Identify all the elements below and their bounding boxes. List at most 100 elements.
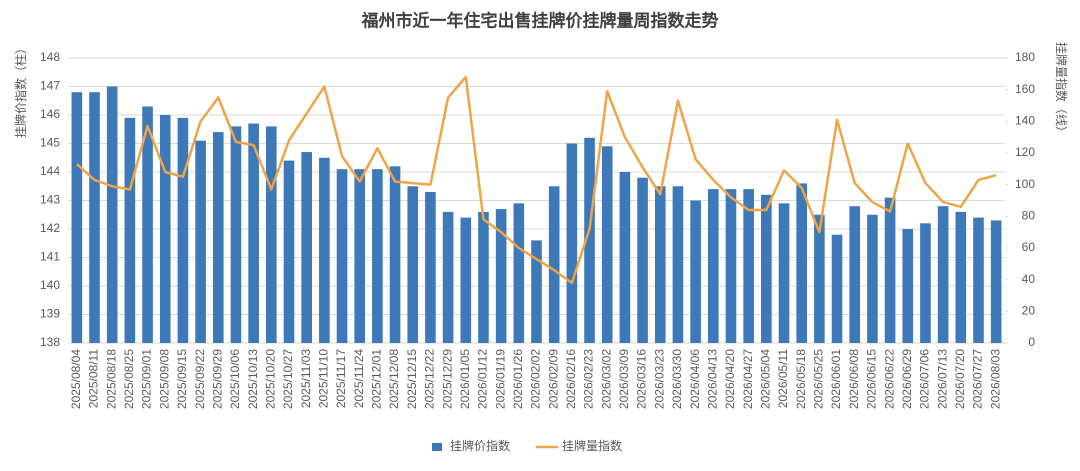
bar bbox=[990, 220, 1002, 343]
x-tick-label: 2025/09/08 bbox=[157, 349, 171, 409]
x-tick-label: 2025/12/29 bbox=[440, 349, 454, 409]
bar bbox=[354, 169, 366, 343]
y-tick-label: 148 bbox=[40, 50, 60, 64]
bar bbox=[867, 214, 878, 343]
bar bbox=[283, 160, 295, 343]
x-tick-label: 2025/11/10 bbox=[317, 349, 331, 408]
x-tick-label: 2026/06/08 bbox=[847, 349, 861, 409]
x-tick-label: 2026/06/29 bbox=[900, 349, 914, 409]
bar bbox=[478, 211, 489, 343]
x-tick-label: 2026/05/04 bbox=[759, 349, 773, 409]
x-tick-label: 2026/07/13 bbox=[935, 349, 949, 409]
x-tick-label: 2026/01/12 bbox=[476, 349, 490, 409]
x-tick-label: 2026/05/25 bbox=[812, 349, 826, 409]
bar bbox=[955, 211, 967, 343]
bar bbox=[814, 214, 825, 343]
x-tick-label: 2026/02/09 bbox=[546, 349, 560, 409]
y2-tick-label: 60 bbox=[1022, 240, 1036, 254]
x-tick-label: 2026/06/22 bbox=[882, 349, 896, 409]
chart-title: 福州市近一年住宅出售挂牌价挂牌量周指数走势 bbox=[361, 10, 719, 30]
bar bbox=[230, 126, 242, 344]
bar bbox=[778, 203, 790, 343]
x-tick-label: 2026/08/03 bbox=[988, 349, 1002, 409]
bar bbox=[884, 197, 896, 343]
y2-tick-label: 120 bbox=[1015, 145, 1035, 159]
x-tick-label: 2026/03/16 bbox=[635, 349, 649, 409]
y2-tick-label: 0 bbox=[1028, 335, 1035, 349]
y2-tick-label: 100 bbox=[1015, 177, 1035, 191]
bar bbox=[212, 132, 224, 343]
y2-tick-label: 180 bbox=[1015, 50, 1035, 64]
y-tick-label: 147 bbox=[40, 79, 60, 93]
bar bbox=[71, 92, 83, 343]
x-tick-label: 2026/03/30 bbox=[670, 349, 684, 409]
bar bbox=[177, 117, 189, 343]
y-tick-label: 142 bbox=[40, 221, 60, 235]
x-tick-label: 2025/12/08 bbox=[387, 349, 401, 409]
legend-swatch bbox=[432, 443, 442, 451]
y-tick-label: 144 bbox=[40, 164, 60, 178]
x-tick-label: 2025/11/24 bbox=[352, 349, 366, 408]
bar bbox=[159, 115, 171, 343]
bar bbox=[460, 217, 472, 343]
bar bbox=[319, 157, 330, 343]
bar bbox=[425, 191, 436, 343]
x-tick-label: 2026/01/19 bbox=[493, 349, 507, 409]
x-tick-label: 2026/04/13 bbox=[705, 349, 719, 409]
y-axis-title: 挂牌价指数（柱） bbox=[13, 42, 28, 138]
x-tick-label: 2025/12/01 bbox=[370, 349, 384, 409]
y2-tick-label: 80 bbox=[1022, 209, 1036, 223]
bar bbox=[619, 172, 631, 343]
bar bbox=[796, 183, 807, 343]
x-tick-label: 2026/03/02 bbox=[599, 349, 613, 409]
x-tick-label: 2026/04/20 bbox=[723, 349, 737, 409]
x-tick-label: 2025/09/22 bbox=[193, 349, 207, 409]
bar bbox=[973, 217, 984, 343]
x-tick-label: 2025/10/20 bbox=[263, 349, 277, 409]
x-tick-label: 2025/10/27 bbox=[281, 349, 295, 409]
bar bbox=[637, 177, 648, 343]
y2-tick-label: 20 bbox=[1022, 304, 1036, 318]
y-tick-label: 138 bbox=[40, 335, 60, 349]
bar bbox=[548, 186, 560, 343]
bar bbox=[937, 206, 949, 343]
bar bbox=[707, 189, 719, 343]
bar bbox=[601, 146, 613, 343]
x-tick-label: 2026/05/18 bbox=[794, 349, 808, 409]
x-tick-label: 2025/09/29 bbox=[210, 349, 224, 409]
x-tick-label: 2026/04/06 bbox=[688, 349, 702, 409]
x-tick-label: 2025/12/22 bbox=[423, 349, 437, 409]
bar bbox=[654, 186, 666, 343]
x-tick-label: 2025/09/15 bbox=[175, 349, 189, 409]
legend-label: 挂牌量指数 bbox=[562, 438, 622, 453]
x-tick-label: 2026/01/26 bbox=[511, 349, 525, 409]
bar bbox=[336, 169, 348, 343]
bar bbox=[725, 189, 737, 343]
y2-tick-label: 40 bbox=[1022, 272, 1036, 286]
y2-tick-label: 160 bbox=[1015, 82, 1035, 96]
x-tick-label: 2026/07/20 bbox=[953, 349, 967, 409]
bar bbox=[89, 92, 100, 343]
bar bbox=[690, 200, 701, 343]
bar bbox=[495, 209, 507, 343]
bar bbox=[195, 140, 206, 343]
x-tick-label: 2026/02/02 bbox=[529, 349, 543, 409]
x-tick-label: 2025/10/06 bbox=[228, 349, 242, 409]
x-tick-label: 2025/08/18 bbox=[104, 349, 118, 409]
bar bbox=[761, 194, 772, 343]
legend-label: 挂牌价指数 bbox=[450, 438, 510, 453]
bar bbox=[513, 203, 525, 343]
bar bbox=[902, 229, 914, 343]
bar bbox=[531, 240, 542, 343]
bar bbox=[442, 211, 454, 343]
x-tick-label: 2026/05/11 bbox=[776, 349, 790, 408]
bar bbox=[124, 117, 136, 343]
x-tick-label: 2025/12/15 bbox=[405, 349, 419, 409]
line bbox=[76, 75, 997, 285]
y-tick-label: 143 bbox=[40, 193, 60, 207]
y2-axis-title: 挂牌量指数（线） bbox=[1054, 42, 1069, 138]
x-tick-label: 2026/01/05 bbox=[458, 349, 472, 409]
x-tick-label: 2025/08/25 bbox=[122, 349, 136, 409]
bar bbox=[672, 186, 684, 343]
bar bbox=[266, 126, 277, 344]
